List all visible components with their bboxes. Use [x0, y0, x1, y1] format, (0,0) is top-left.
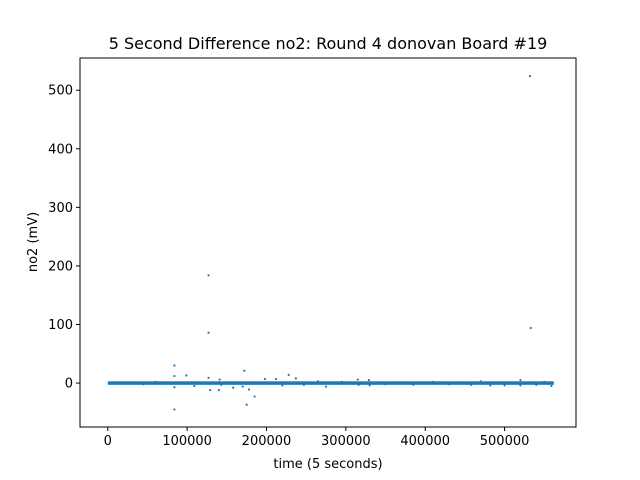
data-point	[243, 369, 246, 372]
data-point	[245, 403, 248, 406]
data-point	[173, 386, 176, 389]
data-point	[543, 380, 546, 383]
y-tick-label: 500	[48, 84, 73, 99]
x-axis-label: time (5 seconds)	[273, 457, 382, 472]
data-point	[247, 388, 251, 391]
data-point	[529, 326, 532, 330]
data-point	[126, 381, 129, 384]
data-point	[207, 274, 210, 277]
data-point	[209, 389, 212, 392]
x-tick-label: 0	[104, 434, 112, 449]
data-point	[218, 378, 221, 381]
data-point	[367, 379, 370, 382]
y-tick-label: 300	[48, 201, 73, 216]
y-axis: 0 100 200 300 400 500	[48, 84, 80, 392]
data-point	[220, 383, 223, 386]
data-point	[232, 386, 235, 389]
chart-title: 5 Second Difference no2: Round 4 donovan…	[109, 34, 548, 53]
data-point	[274, 377, 278, 381]
x-tick-label: 500000	[480, 434, 530, 449]
data-point	[294, 377, 297, 380]
data-point	[356, 378, 359, 381]
x-tick-label: 200000	[242, 434, 292, 449]
data-point	[412, 383, 415, 386]
baseline-point-band	[107, 381, 554, 385]
x-axis: 0 100000 200000 300000 400000 500000	[104, 427, 530, 449]
scatter-points	[107, 75, 554, 411]
y-axis-label: no2 (mV)	[26, 212, 41, 272]
data-point	[550, 384, 553, 388]
data-point	[253, 395, 256, 398]
data-point	[142, 383, 145, 386]
data-point	[519, 379, 522, 382]
data-point	[154, 380, 157, 383]
y-tick-label: 400	[48, 142, 73, 157]
data-point	[324, 385, 328, 388]
data-point	[368, 384, 371, 387]
x-tick-label: 400000	[400, 434, 450, 449]
y-tick-label: 100	[48, 318, 73, 333]
data-point	[281, 384, 284, 387]
data-point	[217, 389, 220, 392]
data-point	[173, 374, 176, 378]
data-point	[357, 383, 360, 386]
plot-area-frame	[79, 57, 577, 428]
data-point	[207, 376, 210, 379]
data-point	[503, 384, 506, 387]
data-point	[470, 383, 473, 386]
data-point	[207, 331, 210, 334]
y-tick-label: 200	[48, 259, 73, 274]
data-point	[447, 383, 451, 386]
data-point	[263, 377, 267, 381]
data-point	[384, 383, 387, 386]
data-point	[340, 380, 343, 383]
data-point	[432, 380, 435, 383]
data-point	[185, 374, 188, 377]
data-point	[535, 383, 538, 386]
data-point	[479, 380, 482, 383]
data-point	[241, 385, 244, 388]
data-point	[173, 364, 176, 367]
data-point	[287, 373, 290, 376]
data-point	[528, 75, 532, 78]
data-point	[302, 383, 305, 386]
data-point	[489, 384, 492, 387]
y-tick-label: 0	[65, 377, 73, 392]
data-point	[519, 384, 522, 387]
data-point	[173, 408, 176, 411]
data-point	[193, 384, 196, 388]
data-point	[316, 380, 320, 383]
x-tick-label: 100000	[162, 434, 212, 449]
x-tick-label: 300000	[321, 434, 371, 449]
